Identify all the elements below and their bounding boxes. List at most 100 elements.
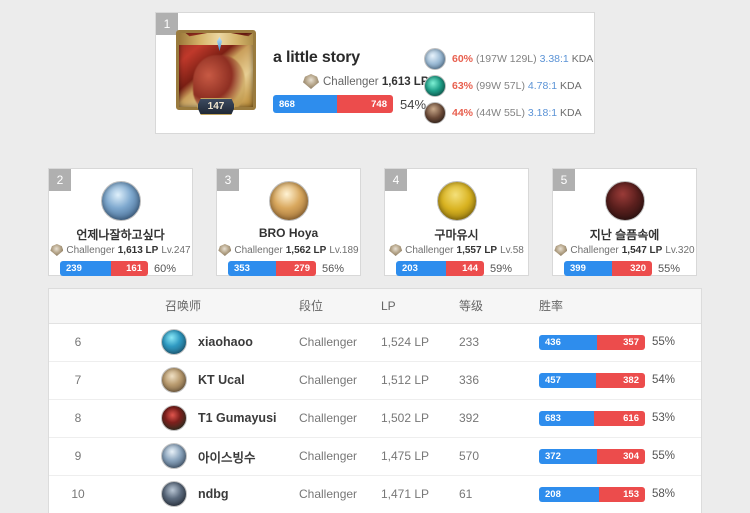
rank-badge: 1 [156, 13, 178, 35]
cell-winrate: 683 616 53% [531, 399, 701, 438]
champion-winrate: 63% [452, 80, 474, 92]
champion-kda: 3.38:1 [539, 53, 569, 65]
summoner-avatar [161, 481, 187, 507]
table-row[interactable]: 7 KT Ucal Challenger 1,512 LP 336 457 382 54% [49, 361, 701, 400]
rank-2-player-card[interactable]: 2 언제나잘하고싶다 Challenger 1,613 LP Lv.247 23… [48, 168, 193, 276]
header-lp[interactable]: LP [381, 289, 459, 324]
cell-summoner[interactable]: xiaohaoo [107, 323, 299, 362]
summoner-name[interactable]: 구마유시 [434, 228, 479, 242]
winloss-bar: 436 357 [539, 334, 645, 350]
header-tier[interactable]: 段位 [299, 289, 381, 324]
summoner-name[interactable]: BRO Hoya [258, 226, 319, 240]
winrate-percent: 60% [154, 262, 177, 275]
cell-summoner[interactable]: T1 Gumayusi [107, 399, 299, 438]
cell-level: 61 [459, 475, 531, 513]
tier-label: Challenger 1,613 LP [323, 76, 429, 88]
champion-record: (99W 57L) [475, 80, 525, 92]
winloss-row: 239 161 60% [60, 261, 181, 276]
table-row[interactable]: 6 xiaohaoo Challenger 1,524 LP 233 436 357 55% [49, 323, 701, 362]
header-summoner[interactable]: 召唤师 [107, 289, 299, 324]
table-row[interactable]: 9 아이스빙수 Challenger 1,475 LP 570 372 304 55% [49, 437, 701, 476]
header-winrate[interactable]: 胜率 [531, 289, 701, 324]
champion-icon [424, 75, 446, 97]
summoner-name[interactable]: 지난 슬픔속에 [589, 228, 660, 242]
header-rank [49, 289, 107, 324]
champion-stat-row[interactable]: 44% (44W 55L) 3.18:1 KDA [424, 100, 593, 126]
cell-summoner[interactable]: ndbg [107, 475, 299, 513]
summoner-avatar[interactable] [100, 181, 141, 221]
wins-segment: 457 [539, 372, 597, 388]
winloss-bar: 683 616 [539, 410, 645, 426]
leaderboard-table: 召唤师 段位 LP 等级 胜率 6 xiaohaoo Challenger 1,524… [49, 289, 701, 513]
cell-tier: Challenger [299, 399, 381, 438]
cell-summoner[interactable]: 아이스빙수 [107, 437, 299, 476]
winrate-percent: 54% [652, 374, 676, 386]
wins-segment: 436 [539, 334, 597, 350]
champion-icon [424, 102, 446, 124]
challenger-emblem-icon [303, 74, 319, 89]
summoner-name: xiaohaoo [198, 335, 253, 349]
challenger-emblem-icon [389, 244, 403, 256]
winloss-bar: 372 304 [539, 448, 645, 464]
champion-record: (197W 129L) [475, 53, 537, 65]
tier-lp: 1,613 LP [381, 75, 429, 88]
rank-badge: 3 [217, 169, 239, 191]
tier-lp: 1,613 LP [117, 244, 159, 256]
losses-segment: 748 [337, 95, 393, 113]
summoner-portrait[interactable]: 147 [176, 30, 256, 118]
rank-1-player-card[interactable]: 1 147 a little story Challenger 1,613 LP… [155, 12, 595, 134]
cell-lp: 1,502 LP [381, 399, 459, 438]
winloss-bar: 399 320 [564, 261, 652, 276]
tier-row: Challenger 1,613 LP [273, 74, 463, 89]
cell-level: 570 [459, 437, 531, 476]
cell-rank: 6 [49, 323, 107, 362]
challenger-emblem-icon [218, 244, 232, 256]
tier-row: Challenger 1,562 LP Lv.189 [217, 244, 360, 256]
table-row[interactable]: 10 ndbg Challenger 1,471 LP 61 208 153 58% [49, 475, 701, 513]
summoner-name: 아이스빙수 [198, 450, 256, 465]
table-row[interactable]: 8 T1 Gumayusi Challenger 1,502 LP 392 683 616 5… [49, 399, 701, 438]
tier-name: Challenger [323, 75, 379, 88]
losses-segment: 304 [596, 448, 645, 464]
losses-segment: 161 [111, 261, 148, 276]
losses-segment: 357 [596, 334, 645, 350]
summoner-name[interactable]: 언제나잘하고싶다 [76, 228, 165, 242]
wins-segment: 372 [539, 448, 597, 464]
cell-rank: 9 [49, 437, 107, 476]
tier-name: Challenger [570, 244, 619, 256]
challenger-emblem-icon [50, 244, 64, 256]
winloss-bar: 353 279 [228, 261, 316, 276]
table-header: 召唤师 段位 LP 等级 胜率 [49, 289, 701, 324]
champion-winrate: 60% [452, 53, 474, 65]
champion-stat-row[interactable]: 63% (99W 57L) 4.78:1 KDA [424, 73, 593, 99]
rank-badge: 2 [49, 169, 71, 191]
cell-winrate: 436 357 55% [531, 323, 701, 362]
cell-tier: Challenger [299, 361, 381, 400]
tier-row: Challenger 1,547 LP Lv.320 [553, 244, 696, 256]
cell-level: 392 [459, 399, 531, 438]
champion-record: (44W 55L) [475, 107, 525, 119]
winrate-percent: 55% [658, 262, 681, 275]
tier-name: Challenger [234, 244, 283, 256]
tier-name: Challenger [66, 244, 115, 256]
cell-summoner[interactable]: KT Ucal [107, 361, 299, 400]
summoner-avatar[interactable] [436, 181, 477, 221]
rank-4-player-card[interactable]: 4 구마유시 Challenger 1,557 LP Lv.58 203 144… [384, 168, 529, 276]
losses-segment: 279 [276, 261, 316, 276]
tier-lp: 1,562 LP [285, 244, 327, 256]
winloss-bar: 203 144 [396, 261, 484, 276]
summoner-avatar[interactable] [268, 181, 309, 221]
hero-winloss-bar: 868 748 54% [273, 95, 426, 113]
cell-winrate: 372 304 55% [531, 437, 701, 476]
rank-3-player-card[interactable]: 3 BRO Hoya Challenger 1,562 LP Lv.189 35… [216, 168, 361, 276]
tier-lp: 1,547 LP [621, 244, 663, 256]
summoner-avatar[interactable] [604, 181, 645, 221]
champion-kda: 4.78:1 [527, 80, 558, 92]
header-level[interactable]: 等级 [459, 289, 531, 324]
losses-segment: 616 [594, 410, 645, 426]
summoner-name[interactable]: a little story [273, 49, 361, 66]
champion-stat-row[interactable]: 60% (197W 129L) 3.38:1 KDA [424, 46, 593, 72]
rank-5-player-card[interactable]: 5 지난 슬픔속에 Challenger 1,547 LP Lv.320 399… [552, 168, 697, 276]
cell-rank: 8 [49, 399, 107, 438]
wins-segment: 683 [539, 410, 595, 426]
